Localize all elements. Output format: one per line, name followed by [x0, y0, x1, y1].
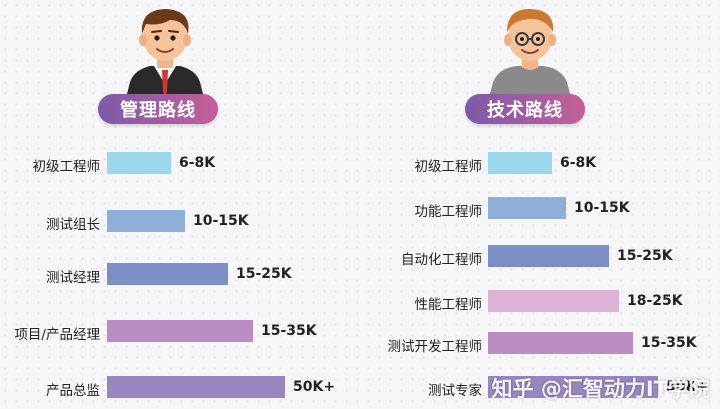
category-label: 自动化工程师 — [401, 252, 482, 268]
salary-range-label: 50K+ — [293, 379, 336, 395]
category-label: 初级工程师 — [32, 159, 101, 175]
engineer-avatar — [489, 8, 571, 98]
category-label: 项目/产品经理 — [14, 327, 100, 343]
salary-range-label: 15-35K — [261, 323, 317, 339]
salary-bar — [107, 210, 185, 232]
category-label: 产品总监 — [46, 383, 100, 399]
salary-bar — [488, 197, 566, 219]
category-label: 测试开发工程师 — [387, 339, 483, 355]
salary-range-label: 15-25K — [236, 266, 292, 282]
salary-bar — [488, 332, 633, 354]
salary-bar — [107, 263, 228, 285]
category-label: 测试组长 — [46, 217, 100, 233]
salary-bar — [488, 152, 552, 174]
salary-range-label: 50K+ — [666, 379, 709, 395]
watermark: 知乎 @汇智动力IT学院 — [491, 377, 710, 401]
management-route-title: 管理路线 — [98, 94, 218, 124]
technical-route-title: 技术路线 — [465, 94, 585, 124]
salary-range-label: 15-35K — [641, 335, 697, 351]
salary-bar — [488, 376, 658, 398]
salary-bar — [488, 290, 619, 312]
salary-range-label: 6-8K — [179, 155, 216, 171]
category-label: 测试专家 — [428, 383, 482, 399]
category-label: 初级工程师 — [414, 159, 483, 175]
salary-range-label: 18-25K — [627, 293, 683, 309]
salary-range-label: 15-25K — [617, 248, 673, 264]
manager-avatar — [126, 9, 204, 98]
salary-range-label: 10-15K — [574, 200, 630, 216]
category-label: 性能工程师 — [414, 297, 483, 313]
salary-bar — [107, 152, 171, 174]
salary-bar — [107, 376, 285, 398]
category-label: 功能工程师 — [414, 204, 483, 220]
salary-bar — [107, 320, 253, 342]
salary-bar — [488, 245, 609, 267]
salary-range-label: 6-8K — [560, 155, 597, 171]
category-label: 测试经理 — [46, 270, 100, 286]
salary-range-label: 10-15K — [193, 213, 249, 229]
